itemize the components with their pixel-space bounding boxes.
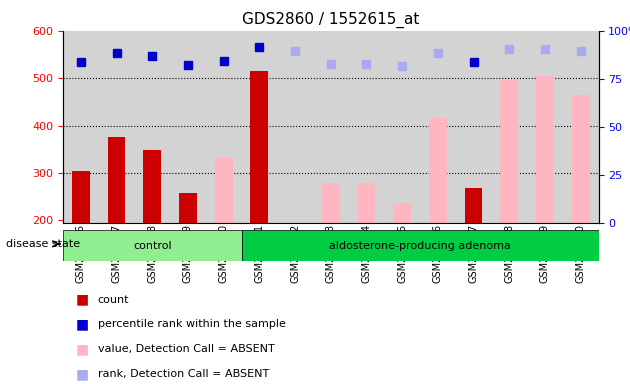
Text: ■: ■ (76, 293, 89, 306)
Bar (170, 31, 206, 223)
Bar (358, 184, 375, 223)
Text: percentile rank within the sample: percentile rank within the sample (98, 319, 285, 329)
Title: GDS2860 / 1552615_at: GDS2860 / 1552615_at (242, 12, 420, 28)
Bar (429, 118, 447, 223)
Bar (313, 31, 348, 223)
FancyBboxPatch shape (241, 230, 598, 261)
Bar (108, 137, 125, 223)
Bar (72, 170, 90, 223)
Bar (393, 203, 411, 223)
Bar (500, 81, 518, 223)
FancyBboxPatch shape (63, 230, 241, 261)
Bar (251, 71, 268, 223)
Bar (277, 31, 313, 223)
Bar (348, 31, 384, 223)
Text: aldosterone-producing adenoma: aldosterone-producing adenoma (329, 241, 511, 251)
Bar (527, 31, 563, 223)
Text: ■: ■ (76, 367, 89, 381)
Bar (99, 31, 134, 223)
Bar (420, 31, 455, 223)
Bar (322, 184, 340, 223)
Bar (491, 31, 527, 223)
Bar (465, 188, 483, 223)
Bar (536, 76, 554, 223)
Text: disease state: disease state (6, 239, 81, 249)
Text: control: control (133, 241, 171, 251)
Text: count: count (98, 295, 129, 305)
Bar (143, 150, 161, 223)
Bar (241, 31, 277, 223)
Text: value, Detection Call = ABSENT: value, Detection Call = ABSENT (98, 344, 275, 354)
Bar (455, 31, 491, 223)
Text: ■: ■ (76, 318, 89, 331)
Bar (384, 31, 420, 223)
Bar (563, 31, 598, 223)
Bar (179, 193, 197, 223)
Text: rank, Detection Call = ABSENT: rank, Detection Call = ABSENT (98, 369, 269, 379)
Text: ■: ■ (76, 343, 89, 356)
Bar (63, 31, 99, 223)
Bar (215, 158, 232, 223)
Bar (134, 31, 170, 223)
Bar (572, 95, 590, 223)
Bar (206, 31, 241, 223)
